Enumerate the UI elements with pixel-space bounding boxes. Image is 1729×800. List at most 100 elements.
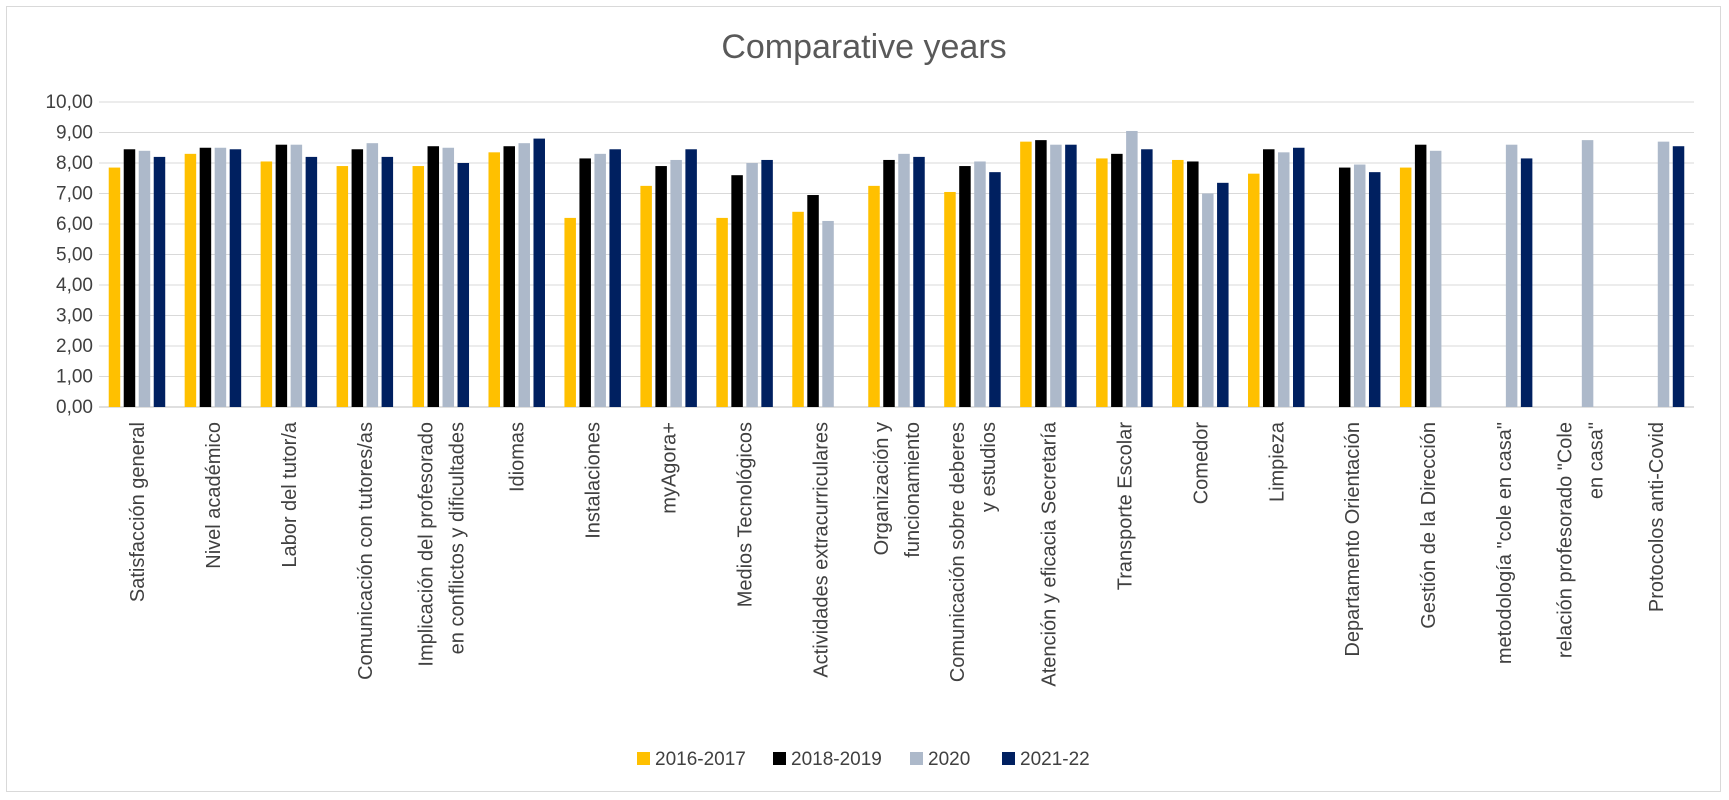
bar: [959, 166, 971, 407]
x-tick-label: Implicación del profesorado: [415, 422, 437, 667]
bar: [609, 149, 621, 407]
y-tick-label: 9,00: [56, 123, 93, 144]
legend-item: 2016-2017: [637, 749, 746, 770]
bar: [1096, 158, 1108, 407]
bar: [1520, 158, 1533, 407]
bar: [868, 185, 880, 407]
legend-swatch: [773, 752, 786, 765]
bar: [594, 153, 606, 407]
bar: [655, 166, 667, 407]
x-tick-label: Idiomas: [507, 422, 529, 492]
bar: [412, 166, 425, 407]
bar: [761, 159, 773, 407]
bar: [427, 146, 440, 407]
bar: [366, 143, 379, 408]
x-tick-label: Comunicación con tutores/as: [355, 422, 377, 680]
bar: [442, 147, 455, 407]
x-tick-label: Transporte Escolar: [1114, 422, 1136, 591]
legend-swatch: [637, 752, 650, 765]
bar: [1217, 182, 1229, 407]
x-tick-label: Gestión de la Dirección: [1418, 422, 1440, 629]
bar: [336, 166, 349, 407]
legend-swatch: [1002, 752, 1015, 765]
bar: [214, 147, 227, 407]
bar: [792, 211, 804, 407]
x-tick-label: funcionamiento: [902, 422, 924, 558]
y-tick-label: 3,00: [56, 306, 93, 327]
y-axis-ticks: 0,00 1,00 2,00 3,00 4,00 5,00 6,00 7,00 8,00 9,00…: [45, 92, 93, 418]
bar: [138, 150, 151, 408]
bar: [108, 167, 121, 407]
bar: [275, 144, 288, 407]
legend-label: 2020: [928, 749, 970, 770]
legend-item: 2020: [910, 749, 970, 770]
bar: [1293, 147, 1305, 407]
bar: [1202, 193, 1214, 407]
bar: [1126, 130, 1138, 407]
bar: [640, 185, 652, 407]
x-tick-label: Instalaciones: [583, 422, 605, 539]
y-tick-label: 0,00: [56, 397, 93, 418]
x-tick-label: en conflictos y dificultades: [446, 422, 468, 654]
bar: [457, 163, 470, 407]
bar: [199, 147, 212, 407]
legend-item: 2018-2019: [773, 749, 882, 770]
legend-label: 2021-22: [1020, 749, 1090, 770]
x-tick-label: Nivel académico: [203, 422, 225, 569]
x-tick-label: Organización y: [871, 422, 893, 555]
legend-swatch: [910, 752, 923, 765]
bar: [351, 149, 364, 407]
bar: [1065, 144, 1077, 407]
bar: [731, 175, 743, 407]
legend-item: 2021-22: [1002, 749, 1090, 770]
y-tick-label: 5,00: [56, 245, 93, 266]
bar: [503, 146, 515, 407]
legend-label: 2016-2017: [655, 749, 746, 770]
bar: [1368, 172, 1381, 407]
x-tick-label: en casa": [1586, 422, 1608, 499]
bar: [716, 217, 728, 407]
bar: [1278, 152, 1290, 407]
x-tick-label: metodología "cole en casa": [1494, 422, 1516, 664]
bar: [807, 195, 819, 407]
bar: [1141, 149, 1153, 407]
bar: [974, 161, 986, 407]
bar: [1020, 141, 1032, 407]
bar: [290, 144, 303, 407]
bar: [229, 149, 242, 407]
bar: [944, 191, 956, 407]
legend-label: 2018-2019: [791, 749, 882, 770]
bar: [822, 220, 834, 407]
bar: [260, 161, 273, 407]
x-tick-label: Limpieza: [1266, 421, 1288, 502]
bar: [1338, 167, 1351, 407]
legend: 2016-2017 2018-2019 2020 2021-22: [637, 749, 1090, 770]
bar: [381, 156, 394, 407]
y-tick-label: 1,00: [56, 367, 93, 388]
bar: [1581, 140, 1594, 407]
bar: [1414, 144, 1427, 407]
y-tick-label: 8,00: [56, 153, 93, 174]
bar: [1187, 161, 1199, 407]
bar: [1035, 140, 1047, 407]
bar: [153, 156, 166, 407]
bar: [305, 156, 318, 407]
x-tick-label: Satisfacción general: [127, 422, 149, 602]
bar: [1050, 144, 1062, 407]
x-tick-label: y estudios: [978, 422, 1000, 512]
bar: [1248, 173, 1260, 407]
bar: [1263, 149, 1275, 407]
bar: [670, 159, 682, 407]
x-tick-label: Actividades extracurriculares: [811, 422, 833, 678]
bar: [685, 149, 697, 407]
y-tick-label: 10,00: [45, 92, 93, 113]
y-tick-label: 6,00: [56, 214, 93, 235]
bar: [898, 153, 910, 407]
bar: [1429, 150, 1442, 408]
bar: [1657, 141, 1670, 407]
x-tick-label: Atención y eficacia Secretaría: [1038, 421, 1060, 686]
bar: [1111, 153, 1123, 407]
chart-title: Comparative years: [721, 28, 1006, 66]
gridlines: [99, 101, 1694, 408]
